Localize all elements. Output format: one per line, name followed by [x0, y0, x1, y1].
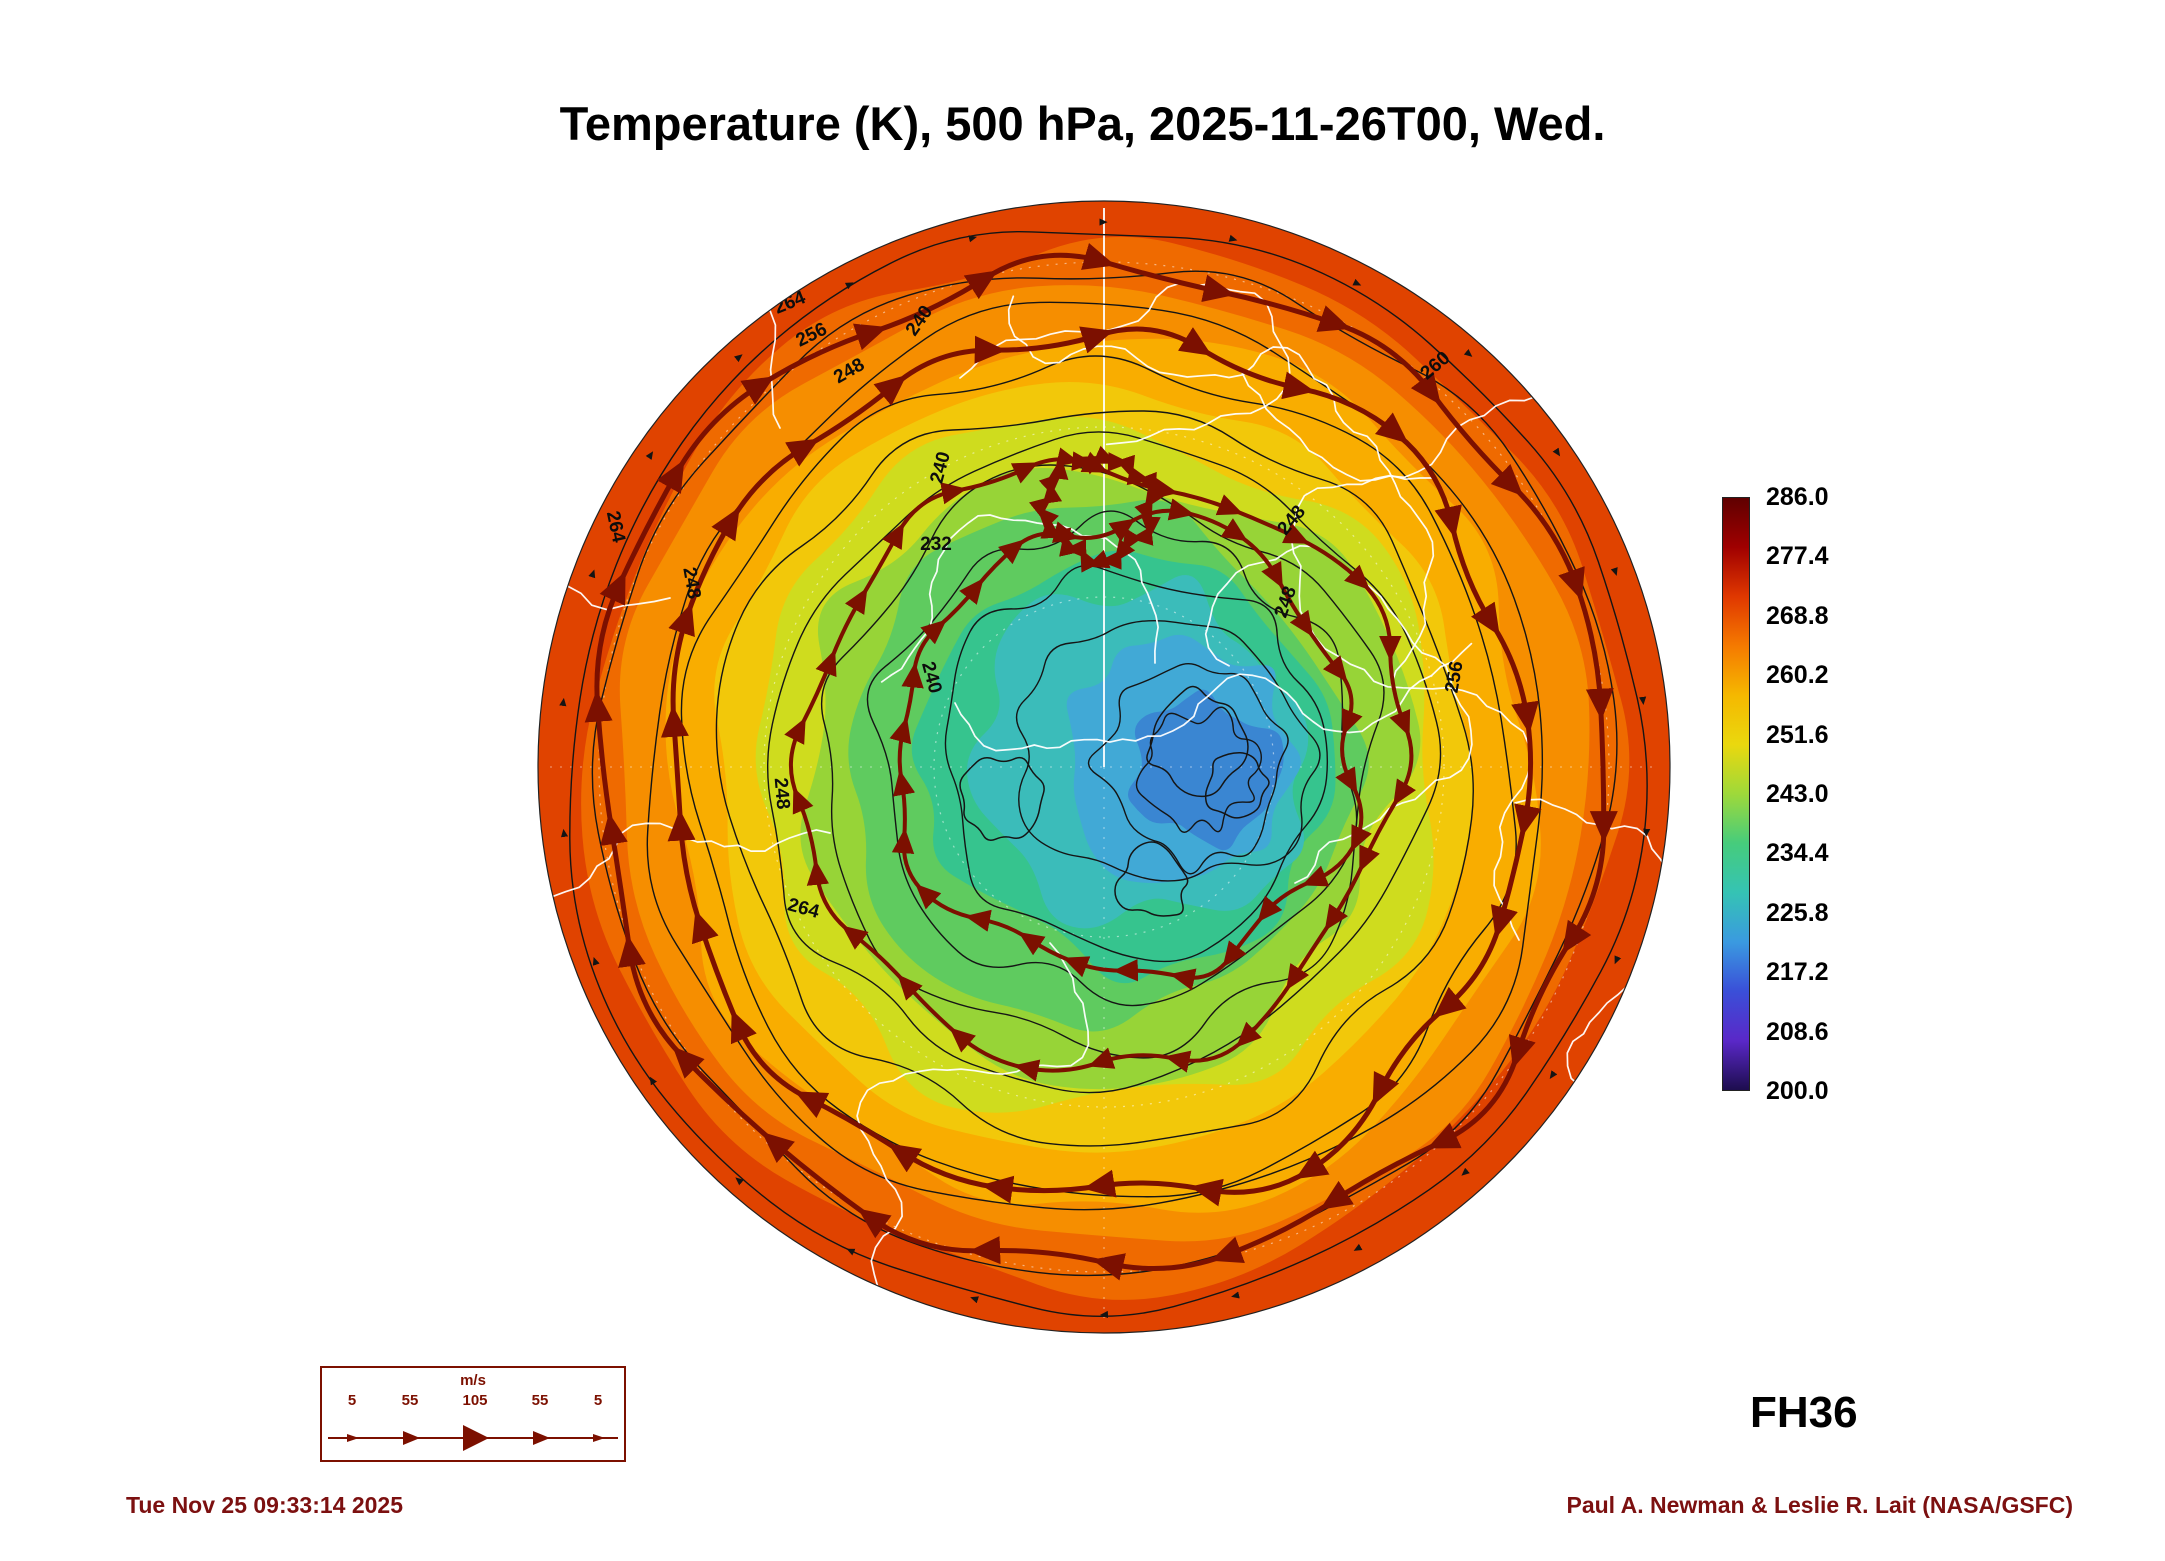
- colorbar-strip: [1722, 497, 1750, 1091]
- colorbar-tick: 251.6: [1766, 721, 1829, 749]
- colorbar-tick: 208.6: [1766, 1018, 1829, 1046]
- wind-ticks-row: 5 55 105 55 5: [322, 1392, 624, 1410]
- colorbar-tick: 225.8: [1766, 899, 1829, 927]
- colorbar-tick: 286.0: [1766, 483, 1829, 511]
- colorbar-tick: 268.8: [1766, 602, 1829, 630]
- timestamp: Tue Nov 25 09:33:14 2025: [126, 1492, 404, 1518]
- wind-tick: 55: [531, 1392, 549, 1409]
- wind-unit-label: m/s: [460, 1372, 486, 1389]
- svg-text:232: 232: [920, 534, 952, 555]
- forecast-hour-label: FH36: [1750, 1388, 1858, 1437]
- page-title: Temperature (K), 500 hPa, 2025-11-26T00,…: [559, 97, 1606, 150]
- credit: Paul A. Newman & Leslie R. Lait (NASA/GS…: [1566, 1492, 2073, 1518]
- colorbar-tick: 260.2: [1766, 661, 1829, 689]
- wind-barb-scale-icon: [328, 1425, 618, 1451]
- colorbar-tick: 277.4: [1766, 542, 1829, 570]
- polar-map-svg: 2642562482402602642482322402402482482562…: [537, 200, 1671, 1334]
- wind-tick: 55: [401, 1392, 419, 1409]
- svg-text:248: 248: [770, 777, 794, 810]
- colorbar-tick: 243.0: [1766, 780, 1829, 808]
- colorbar-tick: 200.0: [1766, 1077, 1829, 1105]
- wind-tick: 105: [462, 1392, 488, 1409]
- polar-map: 264 256 248 240 260 264 248 232 240 240 248 248 256 2…: [530, 178, 1678, 1346]
- colorbar-tick: 217.2: [1766, 958, 1829, 986]
- wind-tick: 5: [347, 1392, 357, 1409]
- wind-tick: 5: [593, 1392, 603, 1409]
- colorbar-tick: 234.4: [1766, 839, 1829, 867]
- colorbar: 286.0 277.4 268.8 260.2 251.6 243.0 234.…: [1722, 483, 1922, 1105]
- wind-speed-legend: m/s 5 55 105 55 5: [320, 1366, 626, 1462]
